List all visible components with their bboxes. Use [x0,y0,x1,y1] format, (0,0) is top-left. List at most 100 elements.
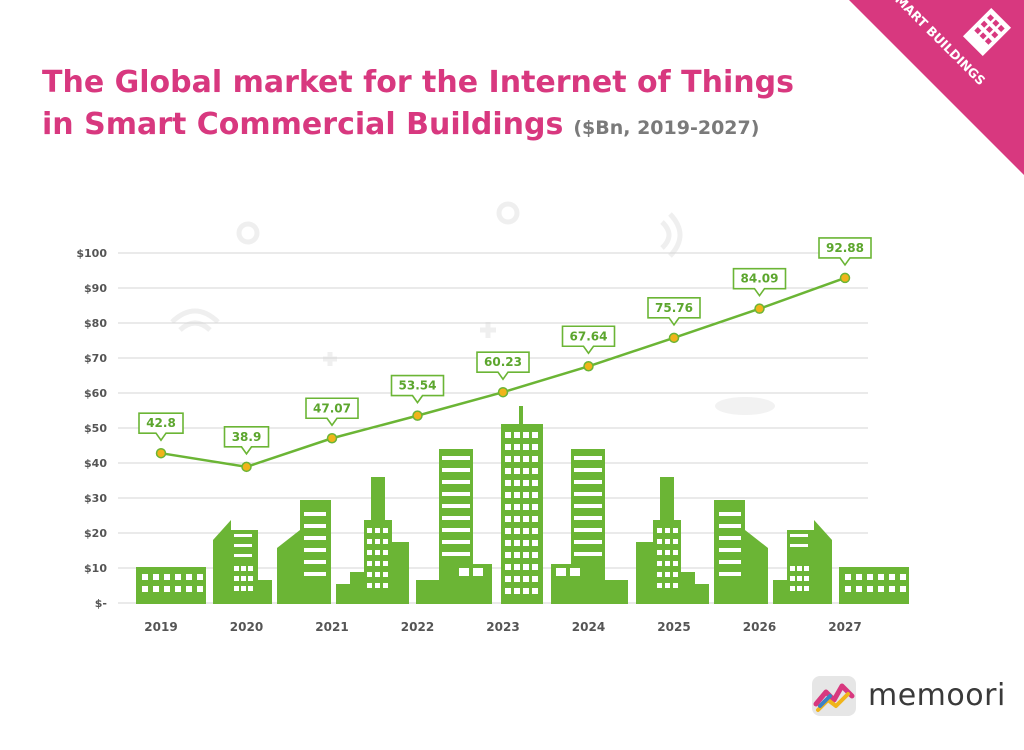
data-label-box [561,325,616,355]
data-point [326,433,338,444]
building-window [673,572,678,577]
building-window [514,516,520,522]
building-window [889,586,895,592]
x-tick-label: 2026 [743,620,776,634]
building-window [574,528,602,532]
building-window [442,468,470,472]
data-point [839,272,851,284]
building-window [234,576,239,581]
building-window [505,540,511,546]
building-window [505,480,511,486]
building-window [673,561,678,566]
building-window [532,456,538,462]
data-label-box [476,351,530,381]
data-label: 84.09 [741,272,779,286]
building-window [532,444,538,450]
building-window [514,588,520,594]
data-label: 42.8 [146,416,176,430]
building-window [304,524,326,528]
building-window [442,552,470,556]
building-window [673,550,678,555]
building-window [442,528,470,532]
building-window [719,572,741,576]
building-window [514,492,520,498]
building [371,477,385,520]
building-window [889,574,895,580]
building-window [673,528,678,533]
y-tick-label: $30 [84,492,107,505]
x-tick-label: 2020 [230,620,263,634]
building-window [523,576,529,582]
data-label: 92.88 [826,241,864,255]
building [453,564,492,604]
title-line-1: The Global market for the Internet of Th… [42,65,794,100]
x-tick-label: 2027 [828,620,861,634]
building-window [375,550,380,555]
building [839,567,909,604]
building-window [900,586,906,592]
building-window [505,504,511,510]
memoori-logo-icon [812,676,856,716]
building-window [523,528,529,534]
x-tick-label: 2019 [144,620,177,634]
building-window [532,528,538,534]
building-window [186,574,192,580]
data-label: 53.54 [399,379,437,393]
x-axis: 2019 2020 2021 2022 2023 2024 2025 2026 2027 [144,620,861,634]
building-window [657,539,662,544]
data-label-box [647,297,701,327]
building-window [532,492,538,498]
building-window [804,566,809,571]
building [660,477,674,520]
building-window [164,586,170,592]
data-point [583,361,594,372]
data-point [754,303,765,314]
building [814,520,832,604]
building-window [186,586,192,592]
building-window [505,516,511,522]
building-window [867,574,873,580]
title-line-2: in Smart Commercial Buildings [42,107,564,142]
building-window [383,528,388,533]
building-window [532,564,538,570]
building [277,530,300,604]
building [695,584,709,604]
building-window [797,576,802,581]
chart-title: The Global market for the Internet of Th… [42,62,794,149]
building-window [367,561,372,566]
building-window [234,566,239,571]
building-window [574,516,602,520]
y-tick-label: $60 [84,387,107,400]
building-window [514,504,520,510]
building [519,406,523,424]
building-window [375,583,380,588]
chart-subtitle: ($Bn, 2019-2027) [573,117,760,139]
data-label-box [390,374,445,404]
building-window [442,516,470,520]
building-window [442,492,470,496]
building-window [532,432,538,438]
building-window [574,552,602,556]
data-label: 60.23 [484,355,522,369]
cloud-deco-icon [715,397,775,415]
data-point [241,461,252,473]
data-label-box [305,397,359,427]
building-window [442,540,470,544]
building-icon [962,7,1012,57]
y-axis: $- $10 $20 $30 $40 $50 $60 $70 $80 $90 $100 [76,247,107,610]
building-window [574,480,602,484]
building-window [505,528,511,534]
building-window [473,568,483,576]
building-window [574,468,602,472]
building-window [234,554,252,557]
building-window [375,528,380,533]
building-window [665,572,670,577]
building-window [574,540,602,544]
building-window [383,550,388,555]
y-tick-label: $100 [76,247,107,260]
building-window [367,572,372,577]
building-window [175,574,181,580]
y-tick-label: $70 [84,352,107,365]
building-window [790,586,795,591]
building-window [657,583,662,588]
